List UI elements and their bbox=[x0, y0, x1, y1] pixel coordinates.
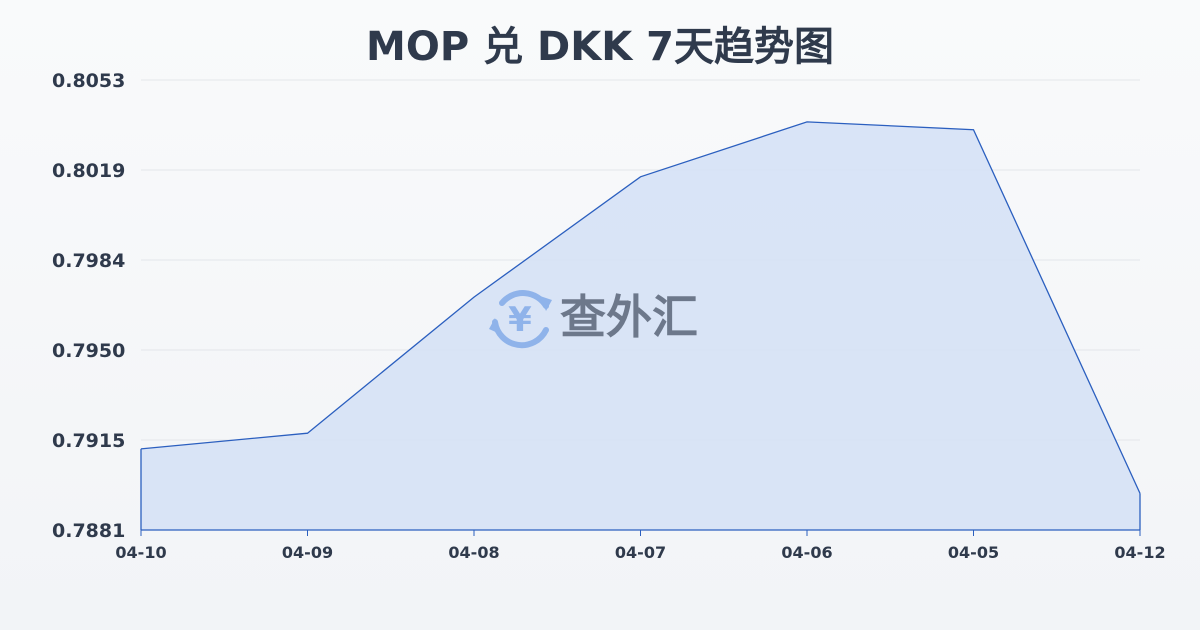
y-tick-label: 0.8053 bbox=[52, 70, 125, 92]
x-tick-label: 04-08 bbox=[448, 543, 499, 562]
watermark-text: 查外汇 bbox=[560, 290, 698, 344]
x-tick-label: 04-12 bbox=[1114, 543, 1165, 562]
x-axis-ticks: 04-10 04-09 04-08 04-07 04-06 04-05 04-12 bbox=[115, 530, 1166, 562]
watermark: ¥ 查外汇 bbox=[489, 290, 698, 349]
chart-title: MOP 兑 DKK 7天趋势图 bbox=[366, 24, 834, 70]
y-axis-ticks: 0.8053 0.8019 0.7984 0.7950 0.7915 0.7881 bbox=[52, 70, 125, 542]
svg-text:¥: ¥ bbox=[508, 300, 532, 340]
x-tick-label: 04-09 bbox=[282, 543, 333, 562]
y-tick-label: 0.7950 bbox=[52, 340, 125, 362]
x-tick-label: 04-10 bbox=[115, 543, 166, 562]
x-tick-label: 04-07 bbox=[615, 543, 666, 562]
y-tick-label: 0.8019 bbox=[52, 160, 125, 182]
x-tick-label: 04-06 bbox=[781, 543, 832, 562]
area-fill bbox=[141, 121, 1140, 530]
y-tick-label: 0.7881 bbox=[52, 520, 125, 542]
y-tick-label: 0.7984 bbox=[52, 250, 125, 272]
y-tick-label: 0.7915 bbox=[52, 430, 125, 452]
yen-exchange-icon: ¥ bbox=[489, 290, 552, 349]
x-tick-label: 04-05 bbox=[948, 543, 999, 562]
